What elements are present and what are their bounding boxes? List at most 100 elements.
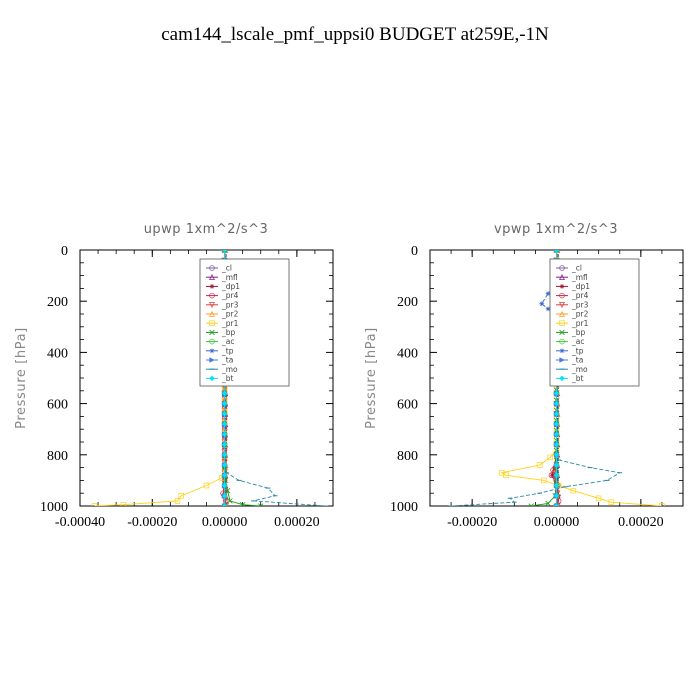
vpwp-legend-label: _ta: [571, 356, 583, 365]
vpwp-point-bt: [553, 390, 560, 397]
upwp-point-bt: [221, 431, 228, 438]
vpwp-y-tick-label: 600: [397, 398, 418, 413]
vpwp-legend-label: _pr2: [571, 310, 589, 319]
vpwp-legend-marker: [559, 375, 565, 382]
upwp-legend-marker: [209, 265, 215, 271]
vpwp-y-tick-label: 0: [411, 244, 418, 259]
upwp-legend-label: _pr4: [221, 291, 239, 300]
vpwp-legend-marker: [559, 292, 565, 299]
vpwp-legend-label: _pr3: [571, 300, 589, 309]
vpwp-point-bt: [553, 431, 560, 438]
vpwp-legend-label: _dp1: [571, 282, 590, 291]
upwp-point-bt: [221, 452, 228, 458]
vpwp-point-pr1: [608, 499, 615, 505]
upwp-legend-marker: [209, 348, 215, 354]
vpwp-y-tick-label: 200: [397, 295, 418, 310]
vpwp-legend-label: _mfl: [571, 273, 588, 282]
vpwp-legend-marker: [559, 320, 565, 326]
vpwp-legend-label: _mo: [571, 365, 588, 374]
vpwp-legend-marker: [559, 357, 565, 363]
upwp-point-bp: [222, 477, 228, 484]
vpwp-legend-box: [549, 258, 640, 387]
upwp-point-pr1: [120, 501, 127, 506]
upwp-legend-label: _tp: [221, 346, 234, 355]
upwp-y-tick-label: 400: [47, 346, 68, 361]
upwp-ylabel: Pressure [hPa]: [14, 327, 29, 429]
vpwp-point-bt: [553, 421, 560, 427]
vpwp-x-tick-label: 0.00020: [618, 515, 664, 530]
vpwp-point-bt: [553, 441, 560, 448]
vpwp-point-pr1: [536, 462, 543, 468]
vpwp-panel: vpwp 1xm^2/s^3 Pressure [hPa] 0 200 400 600…: [364, 222, 684, 530]
upwp-y-tick-label: 800: [47, 449, 68, 464]
vpwp-point-bt: [553, 503, 560, 506]
vpwp-point-pr1: [595, 495, 602, 502]
upwp-legend-label: _cl: [221, 264, 232, 273]
upwp-x-tick-label: 0.00000: [202, 515, 248, 530]
vpwp-legend-marker: [559, 302, 565, 308]
vpwp-point-tp: [539, 301, 545, 307]
vpwp-point-bt: [553, 411, 560, 417]
vpwp-point-dp1: [551, 465, 557, 470]
vpwp-x-tick-label: -0.00020: [447, 515, 497, 530]
upwp-point-bt: [221, 441, 228, 448]
vpwp-legend-label: _bp: [571, 328, 586, 337]
upwp-point-pr1: [174, 498, 181, 504]
upwp-y-tick-label: 1000: [40, 500, 68, 515]
upwp-point-bt: [221, 400, 228, 407]
vpwp-legend-marker: [559, 348, 565, 354]
vpwp-point-bt: [553, 400, 560, 407]
upwp-point-bt: [221, 462, 228, 468]
upwp-subtitle: upwp 1xm^2/s^3: [144, 222, 269, 237]
vpwp-legend-label: _ac: [571, 337, 584, 346]
vpwp-point-pr1: [541, 477, 547, 484]
upwp-legend-marker: [209, 320, 215, 326]
vpwp-point-bt: [553, 250, 560, 253]
upwp-legend-label: _pr1: [221, 319, 239, 328]
upwp-legend-label: _bt: [221, 374, 234, 383]
vpwp-point-pr1: [659, 503, 665, 506]
vpwp-legend-marker: [559, 329, 565, 336]
upwp-legend-label: _pr3: [221, 300, 239, 309]
vpwp-point-dp1: [549, 472, 555, 478]
vpwp-legend-marker: [559, 274, 565, 280]
upwp-point-pr1: [91, 503, 98, 506]
upwp-point-bt: [221, 390, 228, 397]
vpwp-y-tick-label: 1000: [390, 500, 418, 515]
upwp-legend-marker: [209, 292, 215, 299]
vpwp-y-tick-label: 800: [397, 449, 418, 464]
vpwp-legend-label: _pr4: [571, 291, 589, 300]
upwp-legend-label: _ac: [221, 337, 234, 346]
upwp-legend-marker: [209, 274, 215, 280]
upwp-legend-label: _ta: [221, 356, 233, 365]
vpwp-point-bp: [528, 503, 534, 506]
upwp-legend-marker: [209, 310, 215, 317]
upwp-point-bp: [227, 498, 233, 504]
upwp-x-tick-label: -0.00020: [127, 515, 177, 530]
vpwp-point-bt: [553, 462, 560, 468]
vpwp-legend-label: _pr1: [571, 319, 589, 328]
vpwp-point-pr1: [547, 454, 553, 461]
vpwp-point-bp: [545, 500, 551, 506]
upwp-y-tick-label: 200: [47, 295, 68, 310]
vpwp-point-bt: [553, 493, 560, 499]
upwp-y-tick-label: 600: [47, 398, 68, 413]
vpwp-legend-label: _tp: [571, 346, 584, 355]
vpwp-point-bt: [553, 472, 560, 479]
upwp-point-bt: [221, 493, 228, 499]
vpwp-legend-marker: [559, 338, 565, 345]
vpwp-ylabel: Pressure [hPa]: [364, 327, 379, 429]
upwp-legend-label: _mfl: [221, 273, 238, 282]
upwp-point-pr3: [223, 503, 229, 506]
upwp-legend-marker: [209, 338, 215, 345]
upwp-legend-marker: [209, 357, 215, 363]
upwp-y-tick-label: 0: [61, 244, 68, 259]
upwp-legend-label: _bp: [221, 328, 236, 337]
upwp-point-bt: [221, 472, 228, 479]
vpwp-legend: _cl_mfl_dp1_pr4_pr3_pr2_pr1_bp_ac_tp_ta_…: [549, 258, 640, 387]
upwp-legend-marker: [209, 329, 215, 336]
figure-title: cam144_lscale_pmf_uppsi0 BUDGET at259E,-…: [161, 24, 549, 45]
upwp-legend-marker: [209, 375, 215, 382]
upwp-point-bt: [221, 482, 228, 489]
